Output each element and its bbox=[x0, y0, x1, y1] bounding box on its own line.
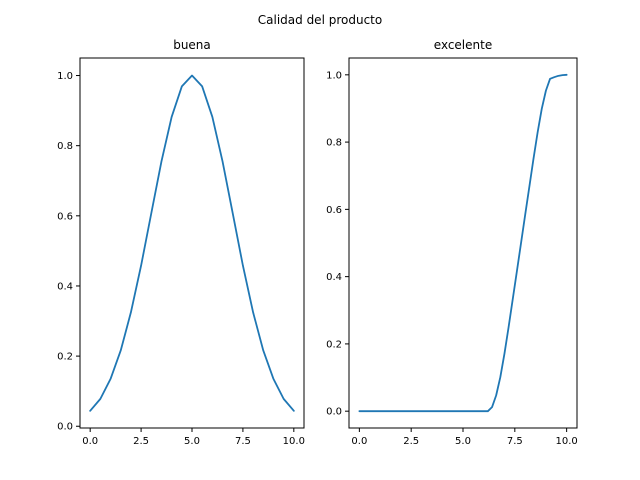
y-tick-label: 0.0 bbox=[326, 407, 342, 418]
x-tick-label: 5.0 bbox=[184, 436, 200, 447]
subplot-title: buena bbox=[173, 38, 211, 52]
y-tick-label: 0.4 bbox=[57, 281, 73, 292]
x-tick-label: 5.0 bbox=[455, 436, 471, 447]
x-tick-label: 2.5 bbox=[403, 436, 419, 447]
y-tick-label: 0.8 bbox=[57, 141, 73, 152]
y-tick-label: 0.2 bbox=[326, 339, 342, 350]
y-tick-label: 0.0 bbox=[57, 422, 73, 433]
x-tick-label: 2.5 bbox=[133, 436, 149, 447]
x-tick-label: 10.0 bbox=[283, 436, 305, 447]
y-tick-label: 0.4 bbox=[326, 272, 342, 283]
series-line-1 bbox=[89, 74, 295, 412]
x-tick-label: 0.0 bbox=[351, 436, 367, 447]
y-tick-label: 0.6 bbox=[57, 211, 73, 222]
axes-frame bbox=[348, 57, 578, 429]
x-tick-label: 7.5 bbox=[507, 436, 523, 447]
y-tick-label: 0.6 bbox=[326, 205, 342, 216]
subplot-1: buena 0.0 2.5 5.0 7.5 10.0 0.0 0.2 0.4 0.6 0.8 1.0 bbox=[57, 38, 305, 447]
y-tick-label: 0.8 bbox=[326, 138, 342, 149]
x-tick-label: 10.0 bbox=[556, 436, 578, 447]
subplot-title: excelente bbox=[434, 38, 492, 52]
x-tick-label: 0.0 bbox=[82, 436, 98, 447]
figure-title: Calidad del producto bbox=[258, 13, 382, 27]
y-tick-label: 1.0 bbox=[326, 70, 342, 81]
series-line-1 bbox=[358, 73, 568, 413]
y-tick-label: 0.2 bbox=[57, 352, 73, 363]
x-tick-label: 7.5 bbox=[235, 436, 251, 447]
subplot-2: excelente 0.0 2.5 5.0 7.5 10.0 0.0 0.2 0.4 0.6 0.8… bbox=[326, 38, 578, 447]
y-tick-label: 1.0 bbox=[57, 71, 73, 82]
